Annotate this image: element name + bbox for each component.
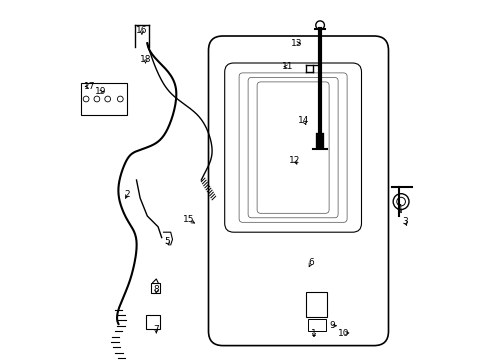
Text: 17: 17 [84,82,95,91]
Bar [81,83,127,115]
Bar [145,315,160,329]
Text: 11: 11 [282,62,293,71]
Text: 5: 5 [164,237,170,246]
Text: 13: 13 [290,39,302,48]
Text: 14: 14 [298,116,309,125]
Text: 15: 15 [183,215,194,224]
Text: 6: 6 [307,258,313,267]
Bar [307,319,325,331]
Text: 10: 10 [337,328,348,338]
Text: 12: 12 [288,156,300,165]
Text: 19: 19 [95,87,106,96]
Text: 4: 4 [396,204,401,213]
Text: 1: 1 [310,328,316,338]
Text: 9: 9 [329,321,335,330]
Text: 3: 3 [401,217,407,226]
Text: 7: 7 [153,325,159,334]
Bar [151,283,160,293]
Text: 8: 8 [153,285,159,294]
Bar [305,292,326,317]
Text: 2: 2 [124,190,130,199]
Text: 18: 18 [140,55,151,64]
Text: 16: 16 [136,26,147,35]
